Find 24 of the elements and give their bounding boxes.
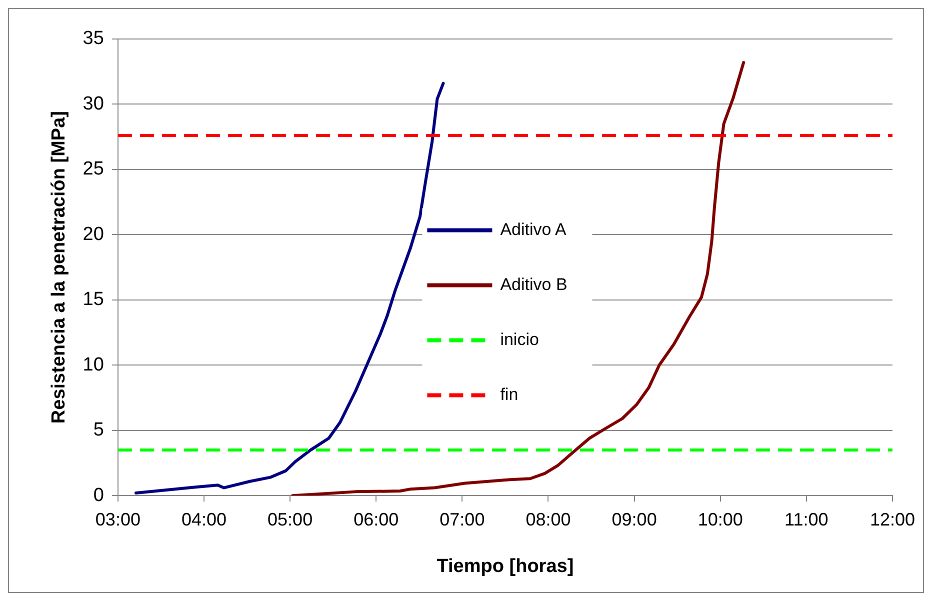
y-tick-label: 15 <box>82 289 104 310</box>
y-tick-label: 0 <box>93 484 104 506</box>
y-tick-label: 20 <box>82 224 104 245</box>
y-tick-label: 35 <box>82 28 104 50</box>
legend-label: Aditivo A <box>500 220 568 239</box>
y-tick-label: 30 <box>82 93 104 114</box>
y-tick-label: 25 <box>82 158 104 180</box>
x-axis-title: Tiempo [horas] <box>436 556 574 577</box>
x-tick-label: 06:00 <box>354 509 399 530</box>
y-tick-label: 5 <box>93 420 104 441</box>
x-tick-label: 05:00 <box>268 509 313 530</box>
x-tick-label: 08:00 <box>526 509 571 530</box>
x-tick-label: 11:00 <box>784 509 828 530</box>
legend-label: fin <box>500 384 518 404</box>
x-tick-label: 07:00 <box>440 509 485 530</box>
x-tick-label: 03:00 <box>95 509 140 530</box>
y-tick-label: 10 <box>82 354 104 376</box>
legend-label: Aditivo B <box>500 274 568 294</box>
legend-label: inicio <box>500 330 539 349</box>
x-tick-label: 12:00 <box>870 509 915 530</box>
x-tick-label: 04:00 <box>181 509 227 530</box>
x-tick-label: 09:00 <box>612 509 657 530</box>
y-axis-title: Resistencia a la penetración [MPa] <box>48 111 70 424</box>
x-tick-label: 10:00 <box>698 509 743 530</box>
